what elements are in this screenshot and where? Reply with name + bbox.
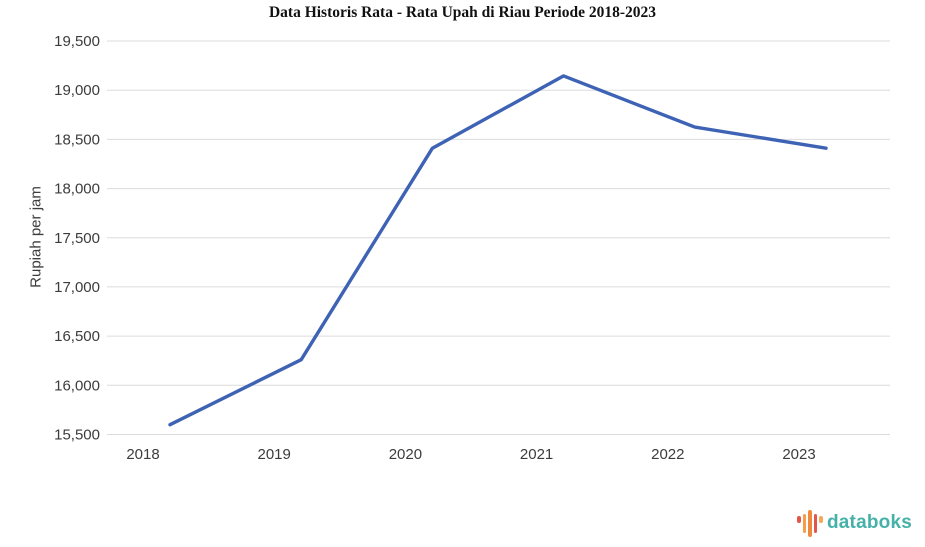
y-tick-label: 19,000	[54, 82, 100, 99]
logo-bar	[797, 515, 801, 523]
databoks-logo: databoks	[797, 508, 912, 538]
x-tick-label: 2021	[520, 446, 553, 463]
logo-bar	[802, 513, 807, 533]
databoks-bars-icon	[797, 508, 823, 538]
y-tick-label: 15,500	[54, 427, 100, 444]
x-tick-label: 2023	[782, 446, 815, 463]
logo-bar	[808, 509, 812, 537]
chart-title: Data Historis Rata - Rata Upah di Riau P…	[268, 4, 657, 21]
y-tick-label: 16,000	[54, 377, 100, 394]
x-tick-label: 2018	[126, 446, 159, 463]
y-tick-label: 17,000	[54, 279, 100, 296]
y-tick-label: 16,500	[54, 328, 100, 345]
y-tick-label: 18,000	[54, 181, 100, 198]
y-tick-label: 19,500	[54, 33, 100, 50]
line-chart-canvas: 15,500 16,000 16,500 17,000 17,500 18,000 18,5…	[54, 33, 890, 463]
y-tick-label: 18,500	[54, 131, 100, 148]
y-tick-label: 17,500	[54, 230, 100, 247]
x-tick-label: 2022	[651, 446, 684, 463]
logo-bar	[813, 513, 818, 533]
x-tick-label: 2020	[389, 446, 422, 463]
databoks-logo-text: databoks	[826, 512, 912, 533]
x-tick-label: 2019	[258, 446, 291, 463]
data-line	[168, 74, 828, 427]
logo-bar	[819, 515, 823, 523]
